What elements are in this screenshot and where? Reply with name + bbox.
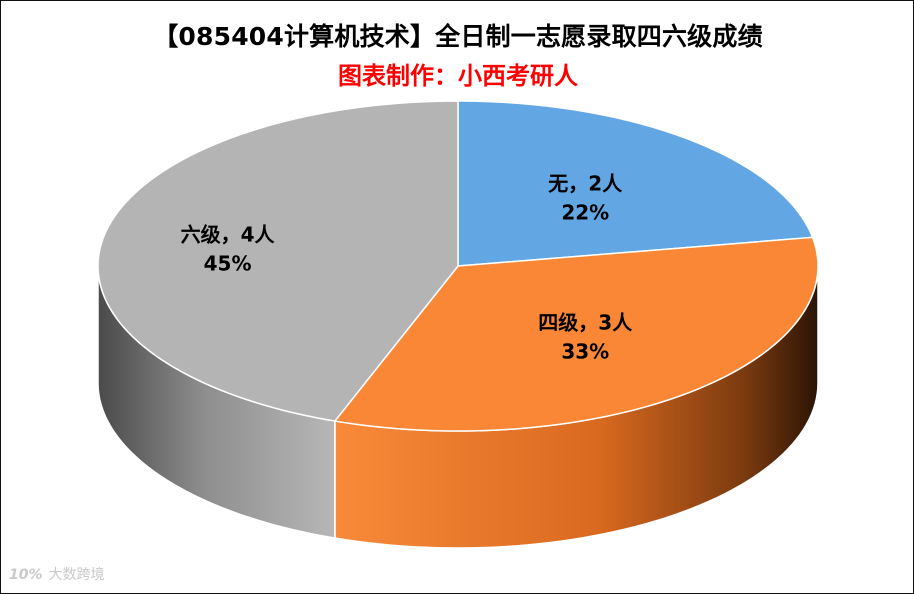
pie-slice-cet4 — [334, 236, 819, 432]
pie-label-category-none: 无，2人 — [548, 171, 623, 195]
watermark: 10% 大数跨境 — [9, 564, 105, 584]
pie-label-percent-cet6: 45% — [204, 251, 252, 275]
chart-subtitle: 图表制作：小西考研人 — [338, 62, 578, 90]
watermark-logo: 10% — [9, 567, 43, 583]
watermark-text: 大数跨境 — [48, 567, 105, 583]
chart-title: 【085404计算机技术】全日制一志愿录取四六级成绩 — [153, 22, 763, 51]
pie-slice-cet6 — [97, 100, 459, 422]
pie-slice-none — [457, 100, 814, 267]
pie-top-faces — [97, 100, 819, 432]
pie-label-category-cet6: 六级，4人 — [181, 222, 276, 246]
pie-data-labels: 无，2人 22% 四级，3人 33% 六级，4人 45% — [181, 171, 634, 363]
pie-label-percent-cet4: 33% — [561, 340, 609, 364]
pie-label-category-cet4: 四级，3人 — [538, 311, 633, 335]
pie-label-percent-none: 22% — [561, 200, 609, 224]
